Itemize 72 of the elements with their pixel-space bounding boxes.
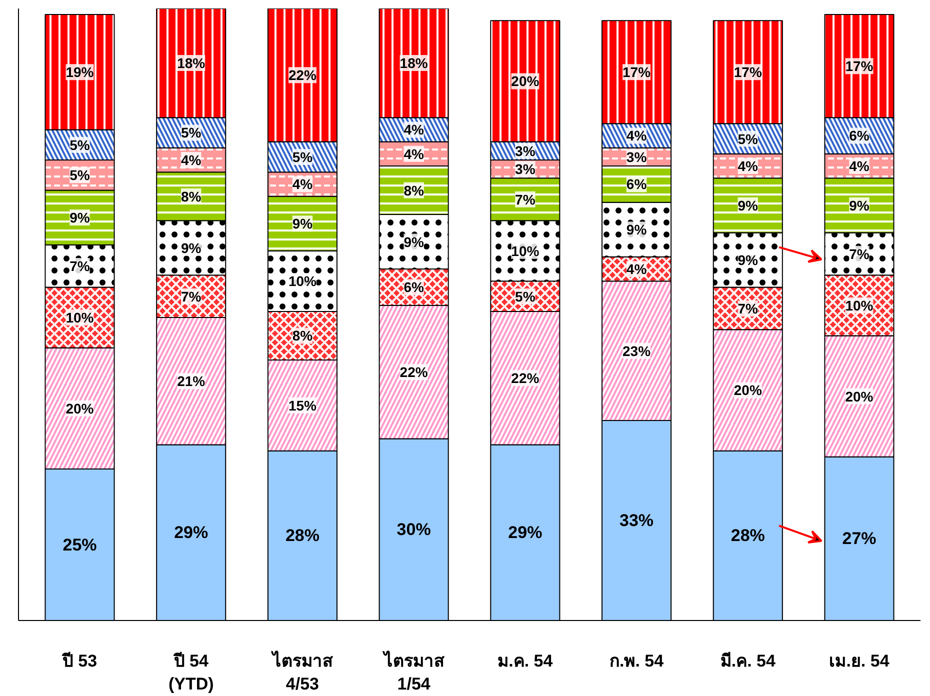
data-label: 6% [404,279,424,296]
data-label: 33% [620,511,654,530]
data-label: 29% [174,523,208,542]
data-label: 20% [845,388,874,404]
data-label: 22% [288,67,318,84]
data-label: 7% [70,258,90,274]
data-label: 7% [849,246,870,262]
data-label: 8% [404,182,424,198]
data-label: 28% [285,526,320,546]
x-tick-label: ม.ค. 54 [498,652,554,670]
data-label: 5% [515,288,536,304]
data-label: 10% [288,273,318,290]
data-label: 22% [400,364,428,380]
data-label: 19% [66,64,94,80]
data-label: 20% [511,73,540,90]
data-label: 25% [62,535,97,554]
x-tick-label: ปี 53 [61,650,98,670]
data-label: 5% [70,136,90,153]
data-label: 7% [180,288,202,304]
data-label: 4% [626,261,648,278]
data-label: 3% [515,161,536,178]
data-label: 21% [177,373,206,390]
data-label: 5% [738,130,759,147]
data-label: 20% [734,382,762,398]
data-label: 29% [508,523,542,542]
data-label: 8% [180,188,202,204]
data-label: 27% [842,529,876,548]
x-tick-label: มี.ค. 54 [720,650,776,670]
data-label: 17% [845,58,874,74]
data-label: 4% [292,176,314,192]
data-label: 4% [180,152,202,168]
data-label: 10% [66,310,94,326]
x-tick-label: ไตรมาส 4/53 [270,650,334,694]
x-tick-label: ไตรมาส 1/54 [382,650,445,694]
data-label: 9% [404,234,424,250]
data-label: 3% [515,142,536,159]
data-label: 4% [626,128,648,144]
data-label: 5% [180,124,202,141]
data-label: 18% [177,55,206,72]
data-label: 23% [622,342,652,359]
data-label: 15% [288,397,318,414]
data-label: 9% [626,222,648,238]
data-label: 9% [70,210,90,226]
x-tick-label: เม.ย. 54 [829,652,890,670]
data-label: 9% [849,197,870,214]
data-label: 3% [626,148,648,165]
data-label: 9% [292,216,314,232]
data-label: 4% [404,122,424,138]
data-label: 18% [400,55,428,72]
data-label: 8% [292,328,314,344]
x-tick-label: ก.พ. 54 [610,652,664,670]
data-label: 4% [738,158,759,174]
data-label: 9% [738,252,759,268]
data-label: 17% [622,64,652,80]
data-label: 7% [515,191,536,208]
x-tick-label: ปี 54 (YTD) [168,650,214,694]
data-label: 9% [738,197,759,214]
data-label: 5% [292,148,314,165]
data-label: 22% [511,370,540,386]
data-label: 10% [845,297,874,314]
data-label: 9% [180,240,202,256]
data-label: 10% [511,242,540,259]
data-label: 4% [849,158,870,174]
data-label: 30% [396,520,431,540]
data-label: 28% [730,526,765,546]
data-label: 5% [70,167,90,184]
data-label: 6% [849,128,870,144]
data-label: 20% [66,400,94,416]
data-label: 4% [404,146,424,162]
data-label: 6% [626,176,648,192]
data-label: 7% [738,300,759,316]
data-label: 17% [734,64,762,80]
